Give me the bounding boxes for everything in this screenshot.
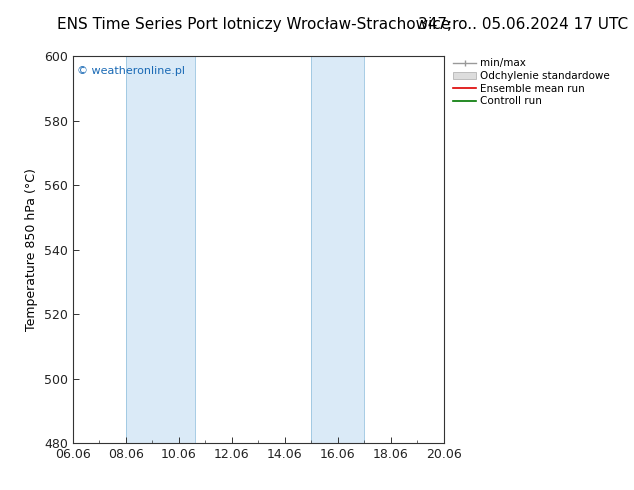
Bar [311,56,365,443]
Text: 347;ro.. 05.06.2024 17 UTC: 347;ro.. 05.06.2024 17 UTC [418,17,628,32]
Y-axis label: Temperature 850 hPa (°C): Temperature 850 hPa (°C) [25,169,39,331]
Bar [126,56,195,443]
Legend: min/max, Odchylenie standardowe, Ensemble mean run, Controll run: min/max, Odchylenie standardowe, Ensembl… [451,56,612,108]
Text: ENS Time Series Port lotniczy Wrocław-Strachowice: ENS Time Series Port lotniczy Wrocław-St… [57,17,450,32]
Text: © weatheronline.pl: © weatheronline.pl [77,66,184,76]
